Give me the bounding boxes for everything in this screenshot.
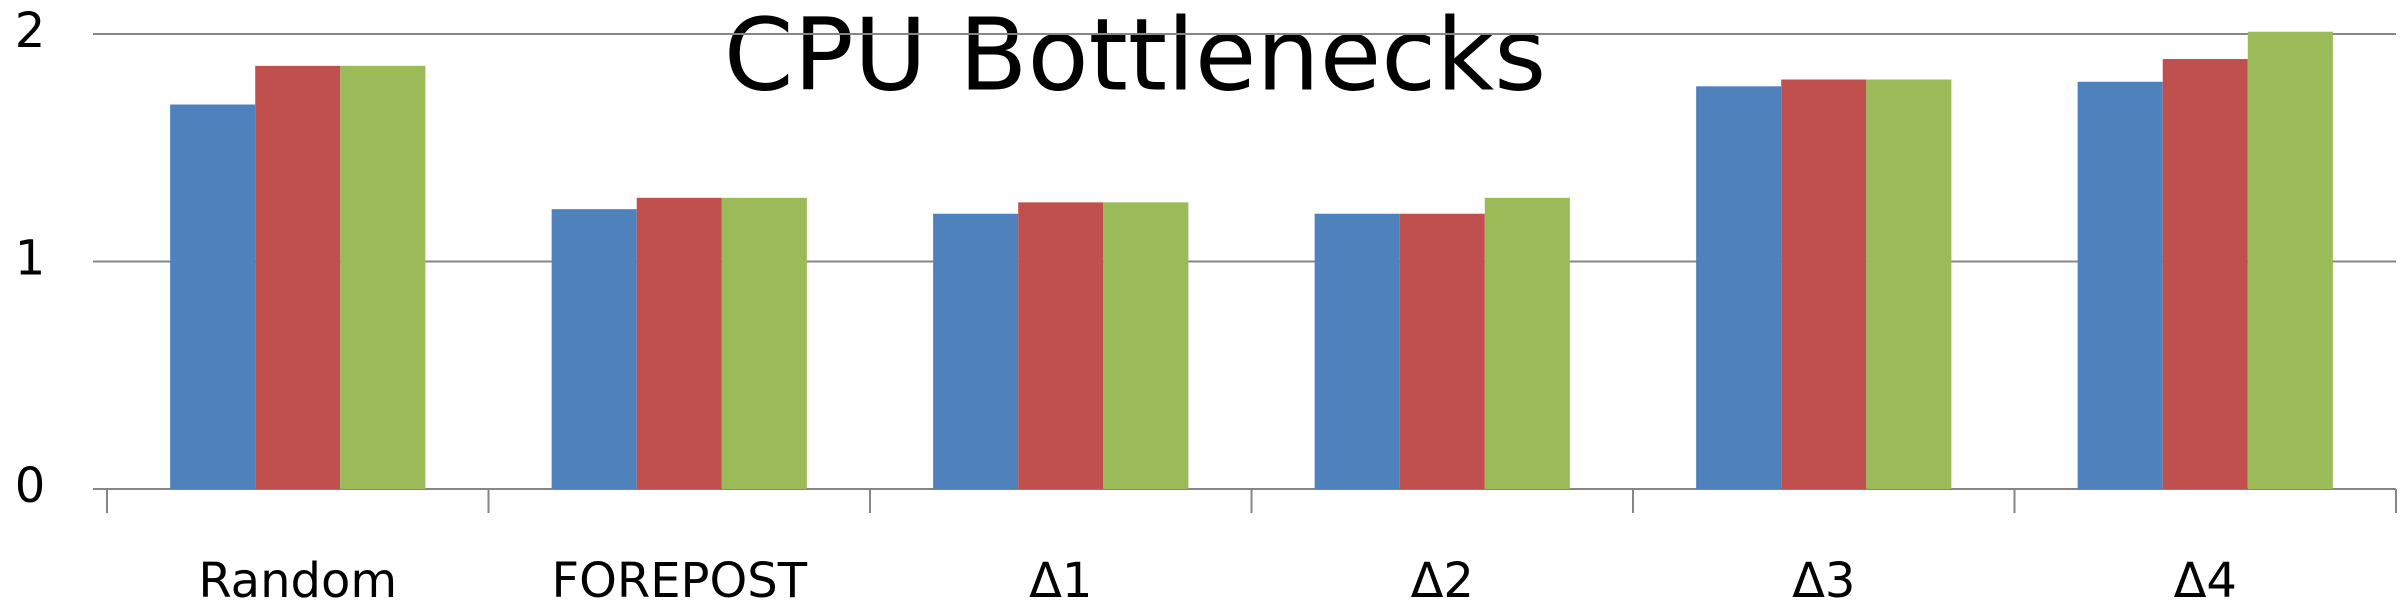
bar: [2247, 31, 2333, 489]
bar: [1399, 213, 1485, 489]
bar: [2162, 59, 2248, 490]
x-tick-label: FOREPOST: [551, 553, 807, 609]
x-tick-label: Δ2: [1411, 553, 1474, 609]
bar: [255, 65, 341, 489]
bar: [340, 65, 426, 489]
bar: [1484, 197, 1570, 490]
bar: [551, 209, 637, 490]
y-tick-label: 0: [15, 458, 46, 514]
x-tick-label: Δ4: [2174, 553, 2237, 609]
bar: [636, 197, 722, 490]
bar: [170, 104, 256, 490]
bar: [2077, 81, 2163, 490]
y-tick-label: 1: [15, 231, 46, 287]
x-tick-label: Random: [198, 553, 397, 609]
bar: [1103, 202, 1189, 489]
x-tick-label: Δ1: [1029, 553, 1092, 609]
chart-title: CPU Bottlenecks: [724, 0, 1547, 113]
bar: [933, 213, 1019, 489]
bar: [1781, 79, 1867, 489]
y-tick-label: 2: [15, 3, 46, 59]
bar: [721, 197, 807, 490]
x-tick-label: Δ3: [1792, 553, 1855, 609]
bar: [1314, 213, 1400, 489]
bar: [1696, 86, 1782, 489]
bar: [1018, 202, 1104, 489]
bar: [1866, 79, 1952, 489]
